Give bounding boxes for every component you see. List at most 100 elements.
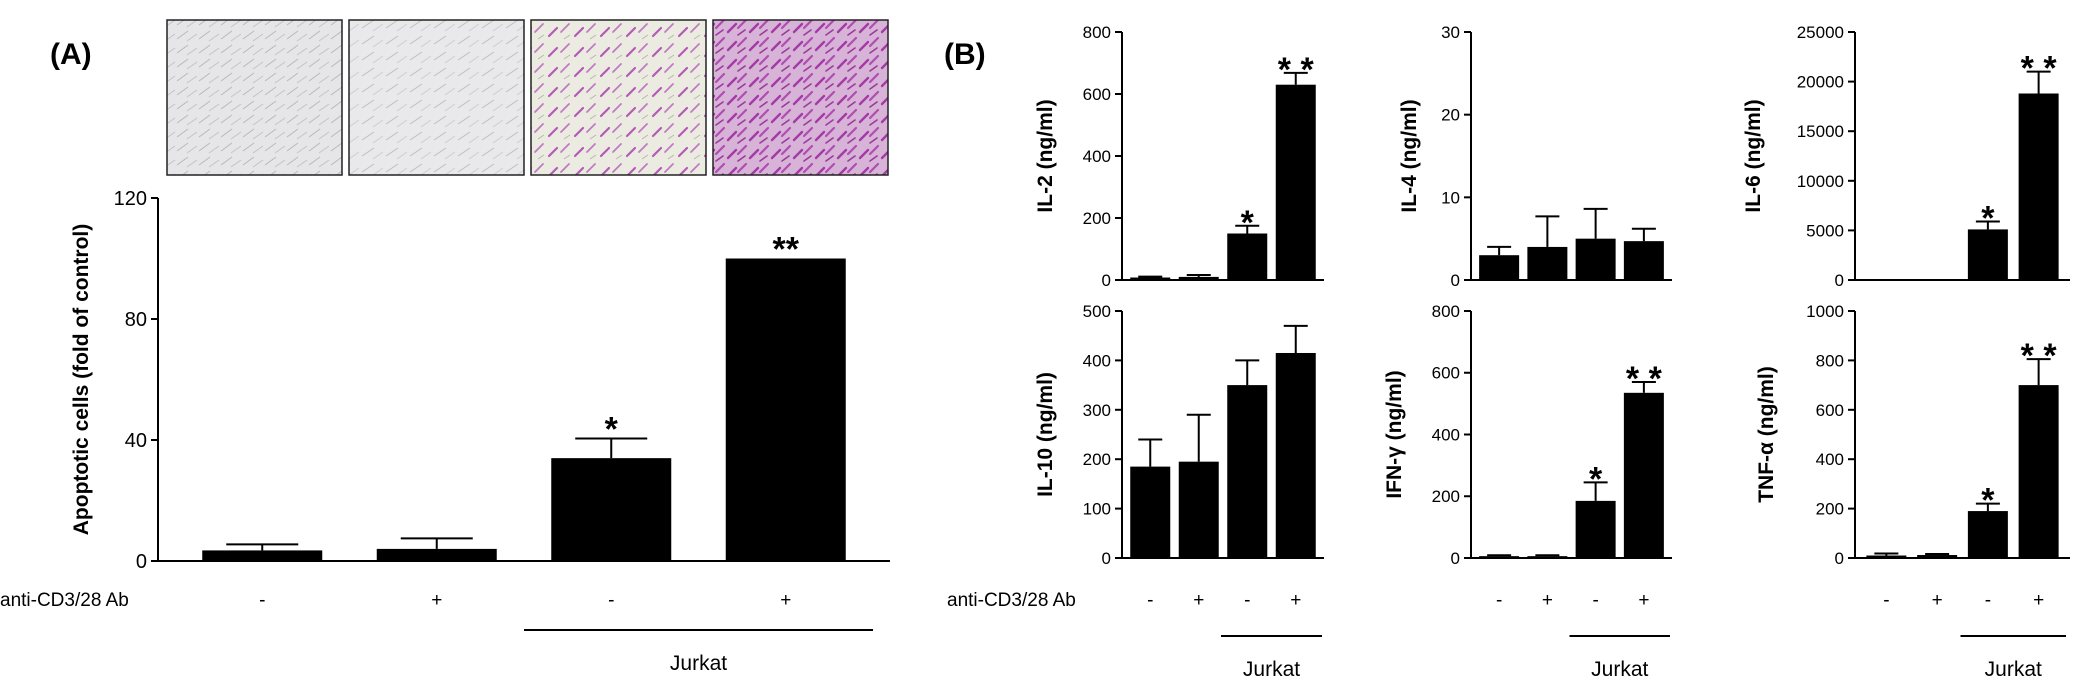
bar: [1575, 238, 1616, 280]
y-tick-label: 20000: [1797, 73, 1844, 92]
condition-sign: +: [2033, 590, 2044, 611]
y-tick-label: 0: [1451, 271, 1460, 290]
bar: [376, 548, 497, 561]
y-tick-label: 40: [125, 430, 147, 452]
y-axis-label: IL-6 (ng/ml): [1742, 99, 1765, 212]
bar: [725, 258, 846, 561]
y-axis-label: IL-4 (ng/ml): [1398, 99, 1421, 212]
micrograph-ab-only: [348, 19, 525, 176]
condition-sign: +: [1542, 590, 1553, 611]
bar: [1479, 255, 1520, 280]
y-tick-label: 200: [1432, 487, 1460, 506]
significance-marker: * *: [1626, 360, 1663, 398]
charts-layer: 0 40 80 120 Apoptotic cells (fold of control…: [70, 23, 2070, 681]
significance-marker: *: [1981, 482, 1995, 520]
bar: [1479, 556, 1520, 558]
micrograph-control: [166, 19, 343, 176]
chart-ifn-y: 0 200 400 600 800 IFN-γ (ng/ml) - + * - * * + Jurkat: [1383, 302, 1672, 681]
y-tick-label: 30: [1441, 23, 1460, 42]
y-tick-label: 15000: [1797, 122, 1844, 141]
bar: [2018, 93, 2059, 280]
y-tick-label: 300: [1083, 401, 1111, 420]
y-axis-label: IL-2 (ng/ml): [1034, 99, 1057, 212]
y-tick-label: 600: [1432, 364, 1460, 383]
y-tick-label: 500: [1083, 302, 1111, 321]
condition-sign: -: [1244, 590, 1250, 611]
y-tick-label: 400: [1083, 351, 1111, 370]
bar: [1275, 84, 1316, 280]
group-label: Jurkat: [1243, 658, 1300, 681]
y-tick-label: 80: [125, 309, 147, 331]
y-tick-label: 0: [1451, 549, 1460, 568]
y-tick-label: 20: [1441, 106, 1460, 125]
bar: [1130, 277, 1171, 280]
y-tick-label: 25000: [1797, 23, 1844, 42]
bar: [1527, 556, 1568, 558]
y-tick-label: 400: [1816, 450, 1844, 469]
y-tick-label: 10: [1441, 188, 1460, 207]
significance-marker: * *: [2021, 50, 2058, 88]
y-tick-label: 200: [1816, 500, 1844, 519]
significance-marker: *: [1589, 460, 1603, 498]
chart-il-2: 0 200 400 600 800 IL-2 (ng/ml) * * *: [1034, 23, 1324, 290]
y-tick-label: 800: [1083, 23, 1111, 42]
bar: [202, 550, 323, 561]
group-label: Jurkat: [670, 652, 727, 675]
micrograph-jurkat-ab: [712, 19, 889, 176]
condition-sign: -: [1985, 590, 1991, 611]
y-axis-label: IFN-γ (ng/ml): [1383, 370, 1406, 498]
bar: [1275, 352, 1316, 558]
bar: [1917, 555, 1958, 558]
significance-marker: * *: [1278, 51, 1315, 89]
condition-sign: -: [1496, 590, 1502, 611]
y-tick-label: 400: [1083, 147, 1111, 166]
y-tick-label: 400: [1432, 425, 1460, 444]
micrograph-jurkat: [530, 19, 707, 176]
condition-sign: +: [1932, 590, 1943, 611]
chart-tnf-a: 0 200 400 600 800 1000 TNF-α (ng/ml) - + * - * * + Ju…: [1755, 302, 2070, 681]
condition-sign: +: [431, 590, 442, 611]
condition-sign: +: [1638, 590, 1649, 611]
panel-b-label: (B): [944, 38, 986, 71]
bar: [1527, 246, 1568, 280]
y-tick-label: 0: [1102, 549, 1111, 568]
y-tick-label: 0: [136, 551, 147, 573]
significance-marker: *: [1981, 199, 1995, 237]
condition-sign: -: [1883, 590, 1889, 611]
significance-marker: *: [605, 410, 619, 448]
bar: [1623, 241, 1664, 280]
panel-a-label: (A): [50, 38, 92, 71]
condition-sign: -: [608, 590, 614, 611]
bar: [1178, 461, 1219, 558]
condition-sign: -: [259, 590, 265, 611]
y-tick-label: 1000: [1806, 302, 1844, 321]
bar: [1227, 233, 1268, 280]
y-tick-label: 600: [1083, 85, 1111, 104]
bar: [1227, 385, 1268, 558]
significance-marker: *: [1241, 204, 1255, 242]
chart-a: 0 40 80 120 Apoptotic cells (fold of control…: [70, 188, 890, 675]
y-tick-label: 800: [1432, 302, 1460, 321]
bar: [1130, 466, 1171, 558]
y-axis-label: Apoptotic cells (fold of control): [70, 224, 93, 535]
bar: [1623, 392, 1664, 558]
y-axis-label: IL-10 (ng/ml): [1034, 372, 1057, 497]
y-tick-label: 600: [1816, 401, 1844, 420]
y-tick-label: 200: [1083, 209, 1111, 228]
y-tick-label: 0: [1102, 271, 1111, 290]
bar: [1575, 500, 1616, 558]
condition-sign: +: [780, 590, 791, 611]
chart-il-6: 0 5000 10000 15000 20000 25000 IL-6 (ng/ml) * * …: [1742, 23, 2070, 290]
bar: [1967, 229, 2008, 280]
significance-marker: * *: [2021, 337, 2058, 375]
condition-sign: -: [1592, 590, 1598, 611]
y-tick-label: 5000: [1806, 221, 1844, 240]
y-axis-label: TNF-α (ng/ml): [1755, 366, 1778, 503]
bar: [1866, 555, 1907, 558]
y-tick-label: 10000: [1797, 172, 1844, 191]
y-tick-label: 0: [1835, 549, 1844, 568]
chart-il-4: 0 10 20 30 IL-4 (ng/ml): [1398, 23, 1672, 290]
y-tick-label: 0: [1835, 271, 1844, 290]
significance-marker: **: [773, 231, 800, 269]
